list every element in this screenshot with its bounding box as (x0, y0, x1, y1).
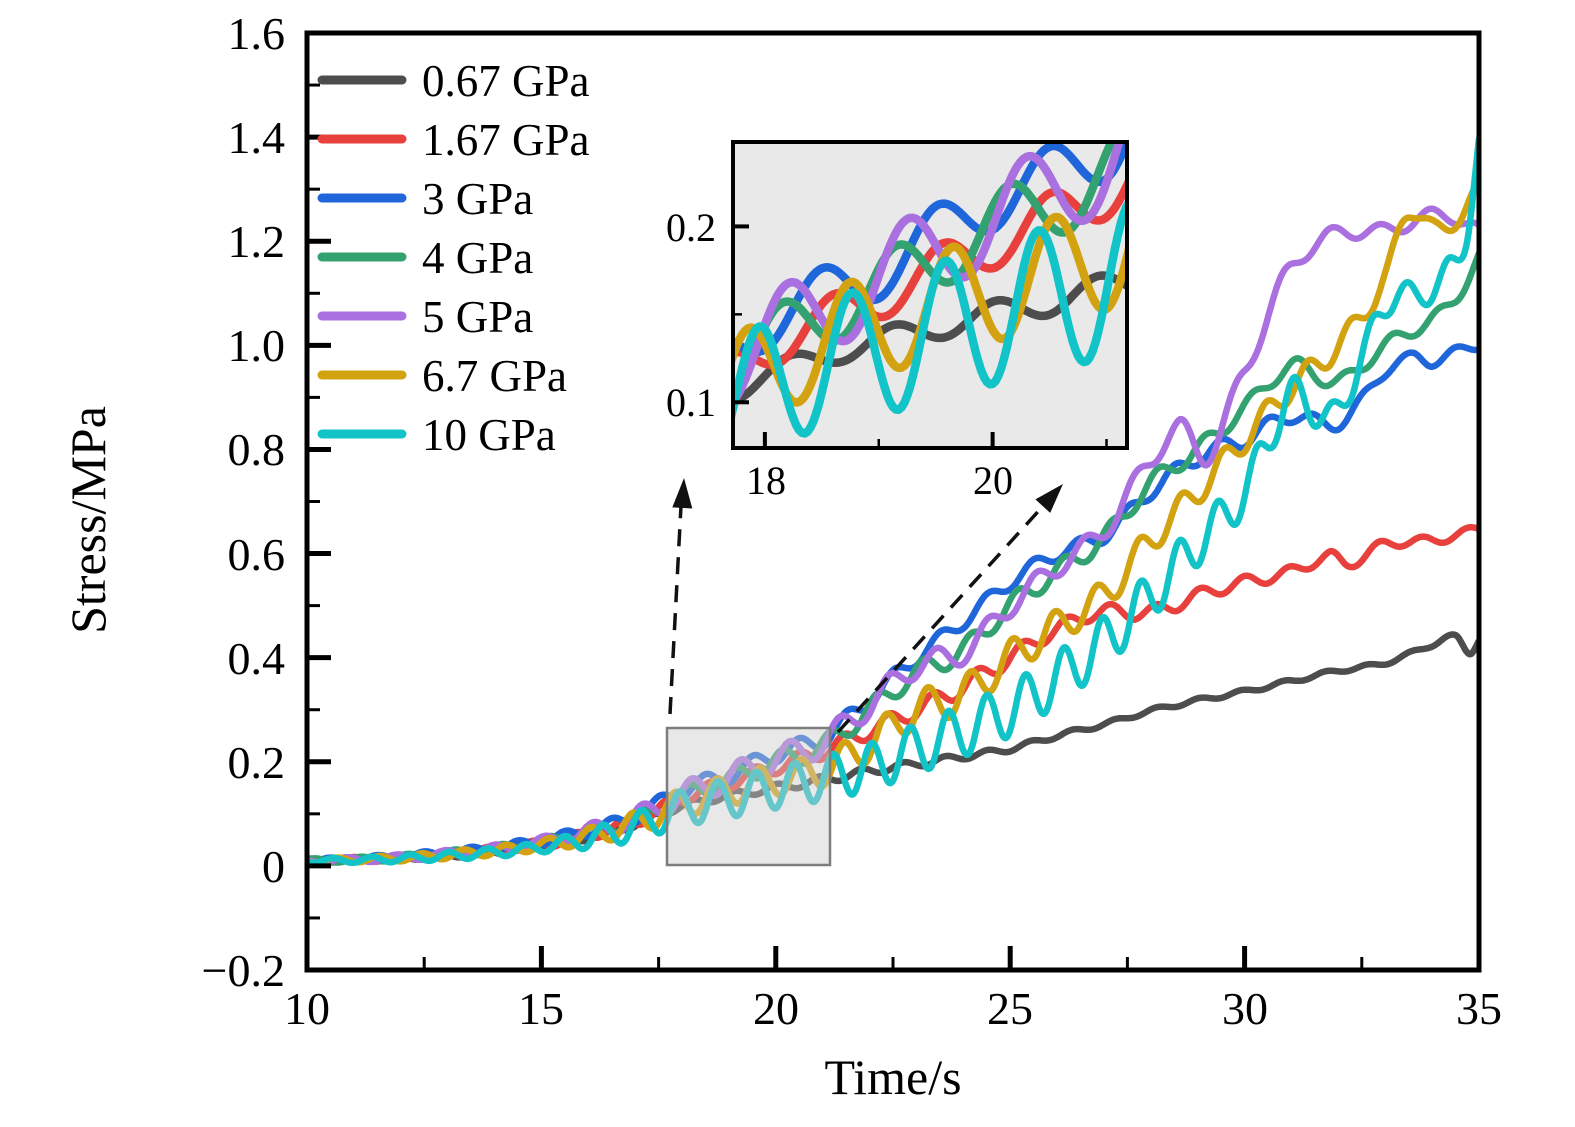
zoom-region-rect (665, 726, 832, 867)
inset-ticks (733, 224, 1108, 448)
zoom-arrows (668, 478, 1063, 734)
y-tick-label-0: 0 (262, 841, 285, 892)
y-tick-label-0.4: 0.4 (228, 633, 286, 684)
x-tick-label-35: 35 (1456, 983, 1502, 1034)
inset-y-tick-label-0.2: 0.2 (666, 205, 716, 250)
y-tick-label-1.4: 1.4 (228, 112, 286, 163)
zoom-arrow-left-head (672, 478, 693, 509)
main-curves (307, 135, 1479, 867)
inset-y-tick-label-0.1: 0.1 (666, 380, 716, 425)
x-tick-label-25: 25 (987, 983, 1033, 1034)
legend-label-5gpa: 5 GPa (422, 292, 533, 342)
legend-label-0.67gpa: 0.67 GPa (422, 56, 590, 106)
y-tick-label-1.0: 1.0 (228, 320, 286, 371)
inset-plot: 18 20 0.1 0.2 (666, 140, 1129, 503)
y-tick-label-0.8: 0.8 (228, 424, 286, 475)
inset-border (731, 140, 1129, 450)
y-tick-label-1.2: 1.2 (228, 216, 286, 267)
inset-curves (733, 142, 1127, 438)
inset-x-tick-label-18: 18 (746, 458, 786, 503)
legend-label-10gpa: 10 GPa (422, 410, 556, 460)
series-line-10-gpa (307, 135, 1479, 867)
legend-label-4gpa: 4 GPa (422, 233, 533, 283)
legend-swatches (317, 75, 407, 439)
legend: 0.67 GPa 1.67 GPa 3 GPa 4 GPa 5 GPa 6.7 … (317, 56, 590, 460)
inset-series-line-3-gpa (733, 142, 1127, 357)
y-tick-labels: −0.2 0 0.2 0.4 0.6 0.8 1.0 1.2 1.4 1.6 (202, 8, 285, 996)
x-tick-label-15: 15 (518, 983, 564, 1034)
y-tick-label-0.6: 0.6 (228, 529, 286, 580)
y-tick-label-0.2: 0.2 (228, 737, 286, 788)
y-axis-title: Stress/MPa (60, 406, 116, 634)
x-tick-labels: 10 15 20 25 30 35 (284, 983, 1502, 1034)
x-tick-label-10: 10 (284, 983, 330, 1034)
zoom-arrow-right-head (1035, 484, 1063, 513)
zoom-arrow-left (668, 505, 683, 715)
inset-series-line-1.67-gpa (733, 175, 1127, 370)
inset-series-line-10-gpa (733, 198, 1127, 438)
legend-label-3gpa: 3 GPa (422, 174, 533, 224)
inset-series-line-5-gpa (733, 142, 1124, 408)
y-tick-label-neg0.2: −0.2 (202, 945, 285, 996)
x-tick-label-20: 20 (753, 983, 799, 1034)
plot-border (304, 30, 1482, 973)
zoom-arrow-right (836, 503, 1046, 734)
legend-label-6.7gpa: 6.7 GPa (422, 351, 567, 401)
y-tick-label-1.6: 1.6 (228, 8, 286, 59)
inset-x-tick-label-20: 20 (973, 458, 1013, 503)
legend-label-1.67gpa: 1.67 GPa (422, 115, 590, 165)
x-axis-title: Time/s (824, 1049, 961, 1105)
x-tick-label-30: 30 (1222, 983, 1268, 1034)
